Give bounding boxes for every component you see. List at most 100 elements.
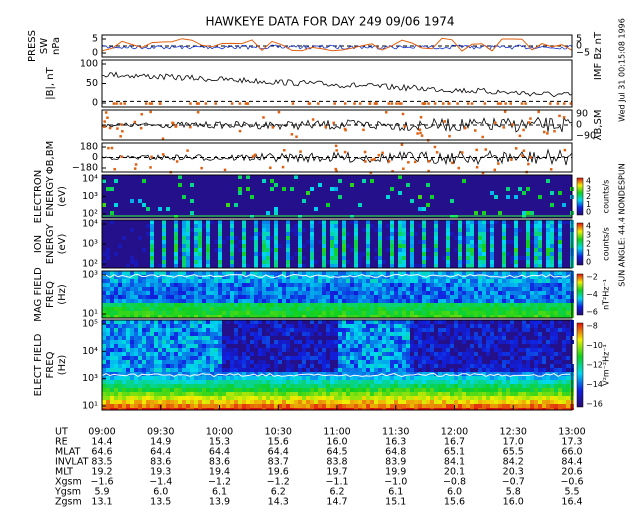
spectrogram-cell — [510, 299, 514, 303]
spectrogram-cell — [478, 260, 482, 264]
spectrogram-cell — [222, 396, 226, 400]
spectrogram-cell — [182, 344, 186, 348]
spectrogram-cell — [186, 328, 190, 332]
spectrogram-cell — [202, 392, 206, 396]
spectrogram-cell — [358, 340, 362, 344]
spectrogram-cell — [130, 404, 134, 408]
spectrogram-cell — [102, 336, 106, 340]
spectrogram-cell — [118, 291, 122, 295]
spectrogram-cell — [382, 311, 386, 315]
spectrogram-cell — [126, 372, 130, 376]
spectrogram-cell — [186, 404, 190, 408]
spectrogram-cell — [526, 295, 530, 299]
spectrogram-cell — [550, 340, 554, 344]
spectrogram-cell — [166, 207, 170, 211]
spectrogram-cell — [346, 392, 350, 396]
table-cell: 65.5 — [503, 447, 524, 458]
spectrogram-cell — [130, 303, 134, 307]
spectrogram-cell — [366, 332, 370, 336]
spectrogram-cell — [342, 228, 346, 232]
spectrogram-cell — [462, 275, 466, 279]
spectrogram-cell — [250, 388, 254, 392]
spectrogram-cell — [298, 248, 302, 252]
spectrogram-cell — [434, 236, 438, 240]
spectrogram-cell — [110, 332, 114, 336]
spectrogram-cell — [346, 299, 350, 303]
spectrogram-cell — [454, 324, 458, 328]
spectrogram-cell — [514, 299, 518, 303]
spectrogram-cell — [474, 291, 478, 295]
spectrogram-cell — [294, 228, 298, 232]
spectrogram-cell — [506, 384, 510, 388]
spectrogram-cell — [226, 303, 230, 307]
spectrogram-cell — [506, 275, 510, 279]
spectrogram-cell — [102, 307, 106, 311]
spectrogram-cell — [230, 396, 234, 400]
spectrogram-cell — [194, 400, 198, 404]
spectrogram-cell — [366, 232, 370, 236]
spectrogram-cell — [394, 287, 398, 291]
spectrogram-cell — [106, 348, 110, 352]
spectrogram-cell — [114, 368, 118, 372]
spectrogram-cell — [474, 336, 478, 340]
spectrogram-cell — [350, 279, 354, 283]
spectrogram-cell — [118, 271, 122, 275]
spectrogram-cell — [138, 388, 142, 392]
spectrogram-cell — [446, 287, 450, 291]
spectrogram-cell — [242, 324, 246, 328]
spectrogram-cell — [518, 332, 522, 336]
spectrogram-cell — [422, 368, 426, 372]
spectrogram-cell — [222, 240, 226, 244]
spectrogram-cell — [418, 207, 422, 211]
spectrogram-cell — [354, 271, 358, 275]
spectrogram-cell — [526, 384, 530, 388]
spectrogram-cell — [186, 220, 190, 224]
spectrogram-cell — [306, 240, 310, 244]
spectrogram-cell — [494, 364, 498, 368]
spectrogram-cell — [202, 283, 206, 287]
spectrogram-cell — [174, 275, 178, 279]
spectrogram-cell — [366, 275, 370, 279]
spectrogram-cell — [446, 228, 450, 232]
y-tick-label: 10³ — [82, 270, 98, 281]
table-cell: −1.6 — [90, 477, 113, 488]
spectrogram-cell — [294, 404, 298, 408]
scatter-dot — [238, 129, 242, 133]
title: HAWKEYE DATA FOR DAY 249 09/06 1974 — [206, 15, 455, 29]
spectrogram-cell — [426, 408, 430, 410]
spectrogram-cell — [378, 287, 382, 291]
spectrogram-cell — [186, 248, 190, 252]
spectrogram-cell — [146, 348, 150, 352]
spectrogram-cell — [162, 404, 166, 408]
spectrogram-cell — [498, 352, 502, 356]
spectrogram-cell — [294, 175, 298, 179]
spectrogram-cell — [390, 244, 394, 248]
spectrogram-cell — [274, 400, 278, 404]
spectrogram-cell — [282, 376, 286, 380]
spectrogram-cell — [342, 256, 346, 260]
spectrogram-cell — [198, 299, 202, 303]
spectrogram-cell — [322, 228, 326, 232]
spectrogram-cell — [310, 372, 314, 376]
spectrogram-cell — [298, 220, 302, 224]
spectrogram-cell — [258, 400, 262, 404]
spectrogram-cell — [262, 336, 266, 340]
spectrogram-cell — [126, 384, 130, 388]
spectrogram-cell — [446, 324, 450, 328]
spectrogram-cell — [198, 376, 202, 380]
spectrogram-cell — [138, 380, 142, 384]
spectrogram-cell — [158, 303, 162, 307]
spectrogram-cell — [250, 236, 254, 240]
spectrogram-cell — [258, 336, 262, 340]
spectrogram-cell — [190, 299, 194, 303]
spectrogram-cell — [174, 384, 178, 388]
spectrogram-cell — [254, 344, 258, 348]
spectrogram-cell — [542, 299, 546, 303]
spectrogram-cell — [238, 396, 242, 400]
spectrogram-cell — [378, 328, 382, 332]
spectrogram-cell — [142, 340, 146, 344]
spectrogram-cell — [558, 303, 562, 307]
spectrogram-cell — [546, 388, 550, 392]
scatter-dot — [556, 102, 560, 105]
spectrogram-cell — [234, 320, 238, 324]
